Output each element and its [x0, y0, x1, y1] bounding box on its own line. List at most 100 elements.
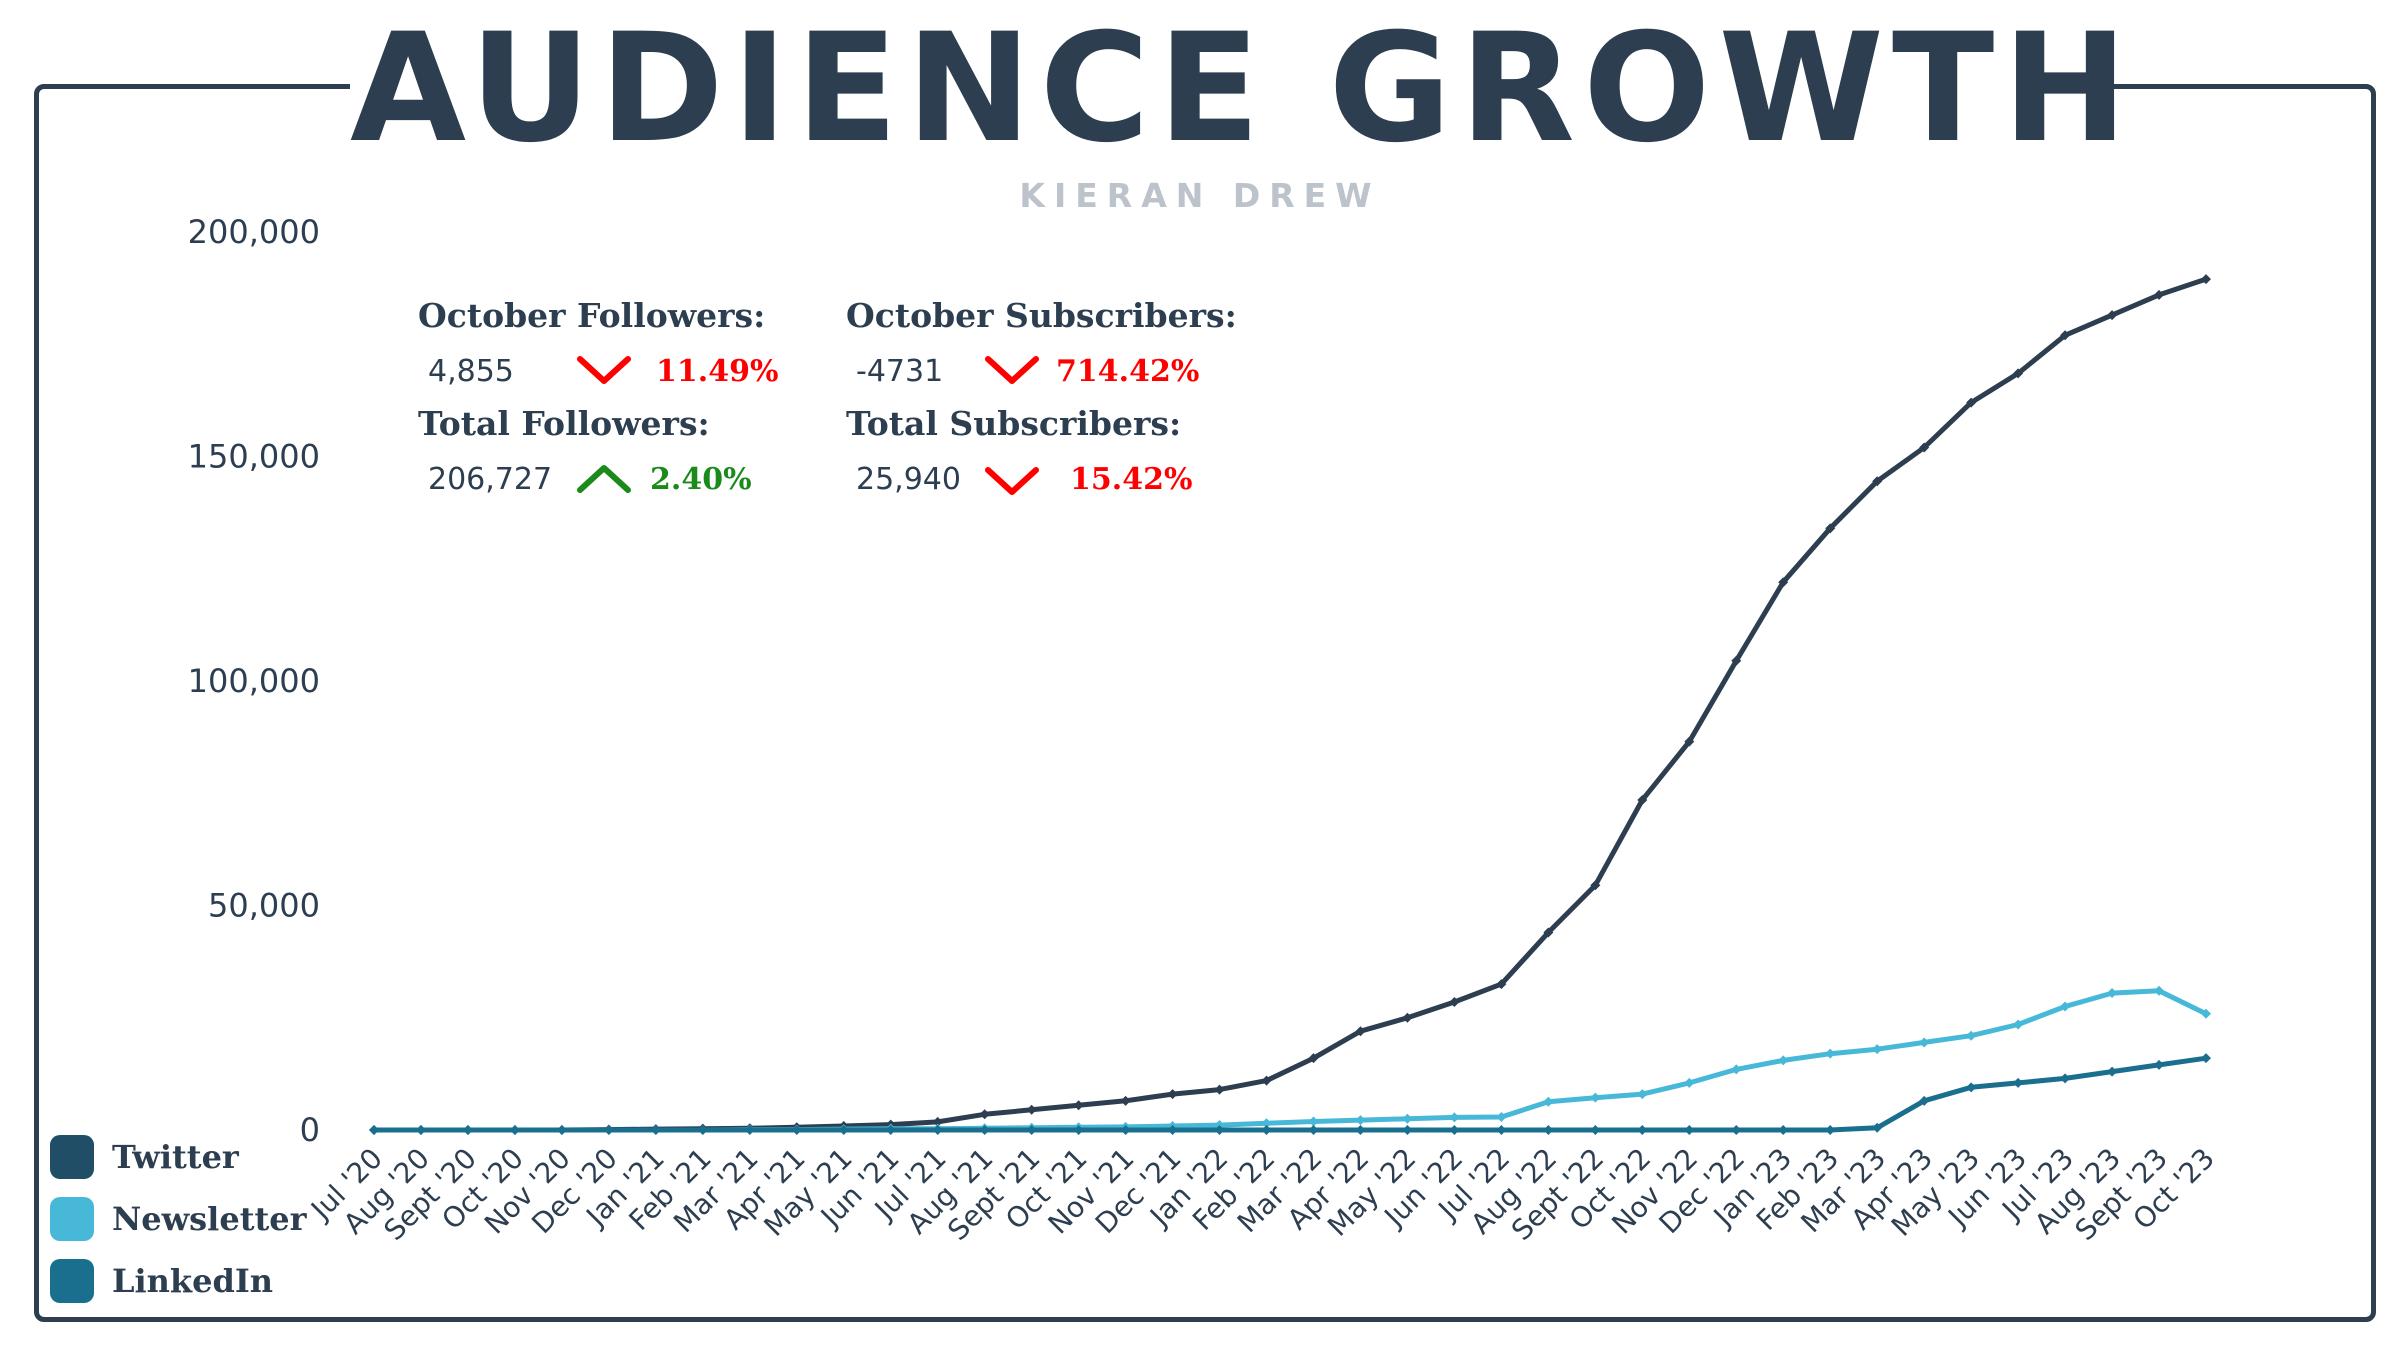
data-point-newsletter — [1966, 1030, 1977, 1041]
data-point-linkedin — [2013, 1077, 2024, 1088]
down-arrow-icon — [985, 356, 1039, 384]
data-point-twitter — [1167, 1089, 1178, 1100]
data-point-linkedin — [462, 1125, 473, 1135]
data-point-newsletter — [1731, 1064, 1742, 1075]
total-followers-change: 2.40% — [650, 462, 752, 497]
october-subscribers-label: October Subscribers: — [846, 296, 1237, 335]
data-point-twitter — [2013, 368, 2024, 379]
october-subscribers-change: 714.42% — [1056, 354, 1200, 389]
data-point-linkedin — [697, 1125, 708, 1135]
data-point-twitter — [1778, 577, 1789, 588]
data-point-linkedin — [1919, 1095, 1930, 1106]
data-point-twitter — [1590, 880, 1601, 891]
series-group — [369, 274, 2211, 1135]
data-point-twitter — [1637, 794, 1648, 805]
data-point-linkedin — [1402, 1125, 1413, 1135]
data-point-linkedin — [932, 1125, 943, 1135]
data-point-linkedin — [556, 1125, 567, 1135]
series-line-newsletter — [374, 988, 2208, 1133]
data-point-newsletter — [1872, 1044, 1883, 1055]
data-point-newsletter — [1402, 1113, 1413, 1124]
y-tick-label: 100,000 — [188, 662, 320, 700]
data-point-newsletter — [2107, 988, 2118, 999]
data-point-newsletter — [1825, 1048, 1836, 1059]
data-point-twitter — [1355, 1026, 1366, 1037]
data-point-newsletter — [2201, 1008, 2211, 1019]
data-point-linkedin — [1543, 1125, 1554, 1135]
october-followers-value: 4,855 — [428, 354, 514, 389]
data-point-twitter — [2060, 330, 2071, 341]
data-point-twitter — [1402, 1012, 1413, 1023]
y-tick-label: 50,000 — [208, 887, 320, 925]
data-point-twitter — [1496, 979, 1507, 990]
data-point-linkedin — [1026, 1125, 1037, 1135]
data-point-twitter — [1966, 397, 1977, 408]
data-point-twitter — [1308, 1053, 1319, 1064]
data-point-newsletter — [1308, 1116, 1319, 1127]
data-point-twitter — [932, 1116, 943, 1127]
data-point-linkedin — [1637, 1125, 1648, 1135]
data-point-twitter — [2107, 310, 2118, 321]
data-point-linkedin — [415, 1125, 426, 1135]
data-point-newsletter — [2060, 1001, 2071, 1012]
data-point-linkedin — [744, 1125, 755, 1135]
data-point-newsletter — [1261, 1118, 1272, 1129]
data-point-linkedin — [1684, 1125, 1695, 1135]
data-point-linkedin — [369, 1125, 379, 1135]
data-point-twitter — [1731, 655, 1742, 666]
total-subscribers-change: 15.42% — [1070, 462, 1193, 497]
data-point-twitter — [1543, 927, 1554, 938]
chart-title: AUDIENCE GROWTH — [350, 2, 2136, 176]
data-point-newsletter — [1590, 1092, 1601, 1103]
down-arrow-icon — [577, 356, 631, 384]
data-point-linkedin — [1073, 1125, 1084, 1135]
data-point-linkedin — [1167, 1125, 1178, 1135]
data-point-twitter — [1214, 1084, 1225, 1095]
data-point-linkedin — [1120, 1125, 1131, 1135]
data-point-linkedin — [2060, 1073, 2071, 1084]
data-point-linkedin — [509, 1125, 520, 1135]
data-point-linkedin — [1778, 1125, 1789, 1135]
data-point-linkedin — [1355, 1125, 1366, 1135]
data-point-linkedin — [1449, 1125, 1460, 1135]
data-point-twitter — [1026, 1104, 1037, 1115]
data-point-linkedin — [1214, 1125, 1225, 1135]
legend-label-linkedin: LinkedIn — [112, 1262, 274, 1300]
data-point-newsletter — [2154, 985, 2165, 996]
data-point-twitter — [1073, 1100, 1084, 1111]
total-subscribers-label: Total Subscribers: — [846, 404, 1182, 443]
data-point-linkedin — [2154, 1059, 2165, 1070]
data-point-linkedin — [2201, 1053, 2211, 1064]
data-point-newsletter — [1778, 1055, 1789, 1066]
data-point-twitter — [1449, 997, 1460, 1008]
data-point-newsletter — [1496, 1111, 1507, 1122]
data-point-newsletter — [1449, 1112, 1460, 1123]
data-point-linkedin — [1825, 1125, 1836, 1135]
up-arrow-icon — [577, 465, 631, 493]
y-tick-label: 150,000 — [188, 438, 320, 476]
october-followers-change: 11.49% — [656, 354, 779, 389]
data-point-linkedin — [650, 1125, 661, 1135]
y-tick-label: 200,000 — [188, 213, 320, 251]
total-followers-value: 206,727 — [428, 462, 553, 497]
data-point-newsletter — [1919, 1037, 1930, 1048]
data-point-twitter — [2201, 274, 2211, 285]
legend-label-newsletter: Newsletter — [112, 1200, 307, 1238]
data-point-twitter — [1261, 1075, 1272, 1086]
data-point-linkedin — [885, 1125, 896, 1135]
data-point-twitter — [2154, 289, 2165, 300]
total-followers-label: Total Followers: — [418, 404, 710, 443]
data-point-linkedin — [838, 1125, 849, 1135]
data-point-newsletter — [1637, 1089, 1648, 1100]
data-point-twitter — [1872, 476, 1883, 487]
legend-swatch-twitter — [50, 1135, 94, 1179]
data-point-twitter — [1919, 442, 1930, 453]
legend-label-twitter: Twitter — [112, 1138, 239, 1176]
data-point-linkedin — [979, 1125, 990, 1135]
data-point-newsletter — [2013, 1019, 2024, 1030]
down-arrow-icon — [985, 467, 1039, 495]
data-point-twitter — [1684, 736, 1695, 747]
data-point-linkedin — [1590, 1125, 1601, 1135]
